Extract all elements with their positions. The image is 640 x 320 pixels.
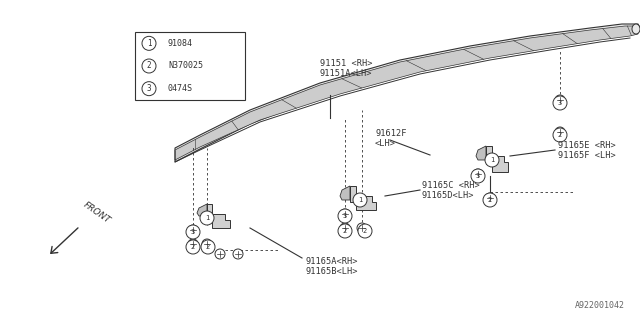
Circle shape	[142, 59, 156, 73]
Circle shape	[338, 209, 352, 223]
Circle shape	[142, 36, 156, 50]
Circle shape	[553, 128, 567, 142]
Circle shape	[555, 127, 565, 137]
Circle shape	[201, 240, 215, 254]
Text: 2: 2	[343, 228, 347, 234]
Polygon shape	[175, 26, 638, 160]
Text: 2: 2	[363, 228, 367, 234]
Circle shape	[233, 249, 243, 259]
Text: 91165E <RH>: 91165E <RH>	[558, 140, 616, 149]
Text: 91084: 91084	[168, 39, 193, 48]
Text: 91165C <RH>: 91165C <RH>	[422, 180, 480, 189]
Circle shape	[340, 209, 350, 219]
Text: 91165D<LH>: 91165D<LH>	[422, 191, 474, 201]
Text: 91151A<LH>: 91151A<LH>	[320, 69, 372, 78]
Text: 2: 2	[147, 61, 151, 70]
Text: FRONT: FRONT	[82, 200, 113, 225]
Circle shape	[340, 223, 350, 233]
Text: 3: 3	[147, 84, 151, 93]
Text: N370025: N370025	[168, 61, 203, 70]
Text: 91165B<LH>: 91165B<LH>	[305, 268, 358, 276]
Text: 1: 1	[205, 215, 209, 221]
Text: 0474S: 0474S	[168, 84, 193, 93]
Circle shape	[202, 239, 212, 249]
Polygon shape	[476, 146, 486, 160]
Text: 3: 3	[476, 173, 480, 179]
Text: 91165F <LH>: 91165F <LH>	[558, 151, 616, 161]
Ellipse shape	[632, 24, 640, 34]
Polygon shape	[207, 204, 230, 228]
Circle shape	[188, 225, 198, 235]
Polygon shape	[350, 186, 376, 210]
Circle shape	[483, 193, 497, 207]
Circle shape	[473, 169, 483, 179]
Circle shape	[338, 224, 352, 238]
Text: 2: 2	[206, 244, 210, 250]
Text: 91165A<RH>: 91165A<RH>	[305, 258, 358, 267]
Text: 3: 3	[191, 229, 195, 235]
Circle shape	[200, 211, 214, 225]
Polygon shape	[197, 204, 207, 216]
Polygon shape	[486, 146, 508, 172]
Circle shape	[485, 153, 499, 167]
Text: 2: 2	[191, 244, 195, 250]
Text: 1: 1	[358, 197, 362, 203]
Text: 2: 2	[558, 132, 562, 138]
Text: 91151 <RH>: 91151 <RH>	[320, 60, 372, 68]
Bar	[135, 32, 245, 100]
Circle shape	[358, 224, 372, 238]
Polygon shape	[340, 186, 350, 200]
Circle shape	[186, 225, 200, 239]
Circle shape	[188, 239, 198, 249]
Text: 2: 2	[488, 197, 492, 203]
Circle shape	[215, 249, 225, 259]
Circle shape	[186, 240, 200, 254]
Circle shape	[353, 193, 367, 207]
Text: 91612F: 91612F	[375, 129, 406, 138]
Circle shape	[485, 193, 495, 203]
Text: <LH>: <LH>	[375, 139, 396, 148]
Text: 1: 1	[147, 39, 151, 48]
Circle shape	[553, 96, 567, 110]
Text: 3: 3	[558, 100, 562, 106]
Text: 1: 1	[490, 157, 494, 163]
Circle shape	[471, 169, 485, 183]
Text: A922001042: A922001042	[575, 301, 625, 310]
Circle shape	[555, 95, 565, 105]
Circle shape	[357, 223, 367, 233]
Text: 3: 3	[343, 213, 347, 219]
Polygon shape	[175, 24, 640, 162]
Circle shape	[142, 82, 156, 96]
